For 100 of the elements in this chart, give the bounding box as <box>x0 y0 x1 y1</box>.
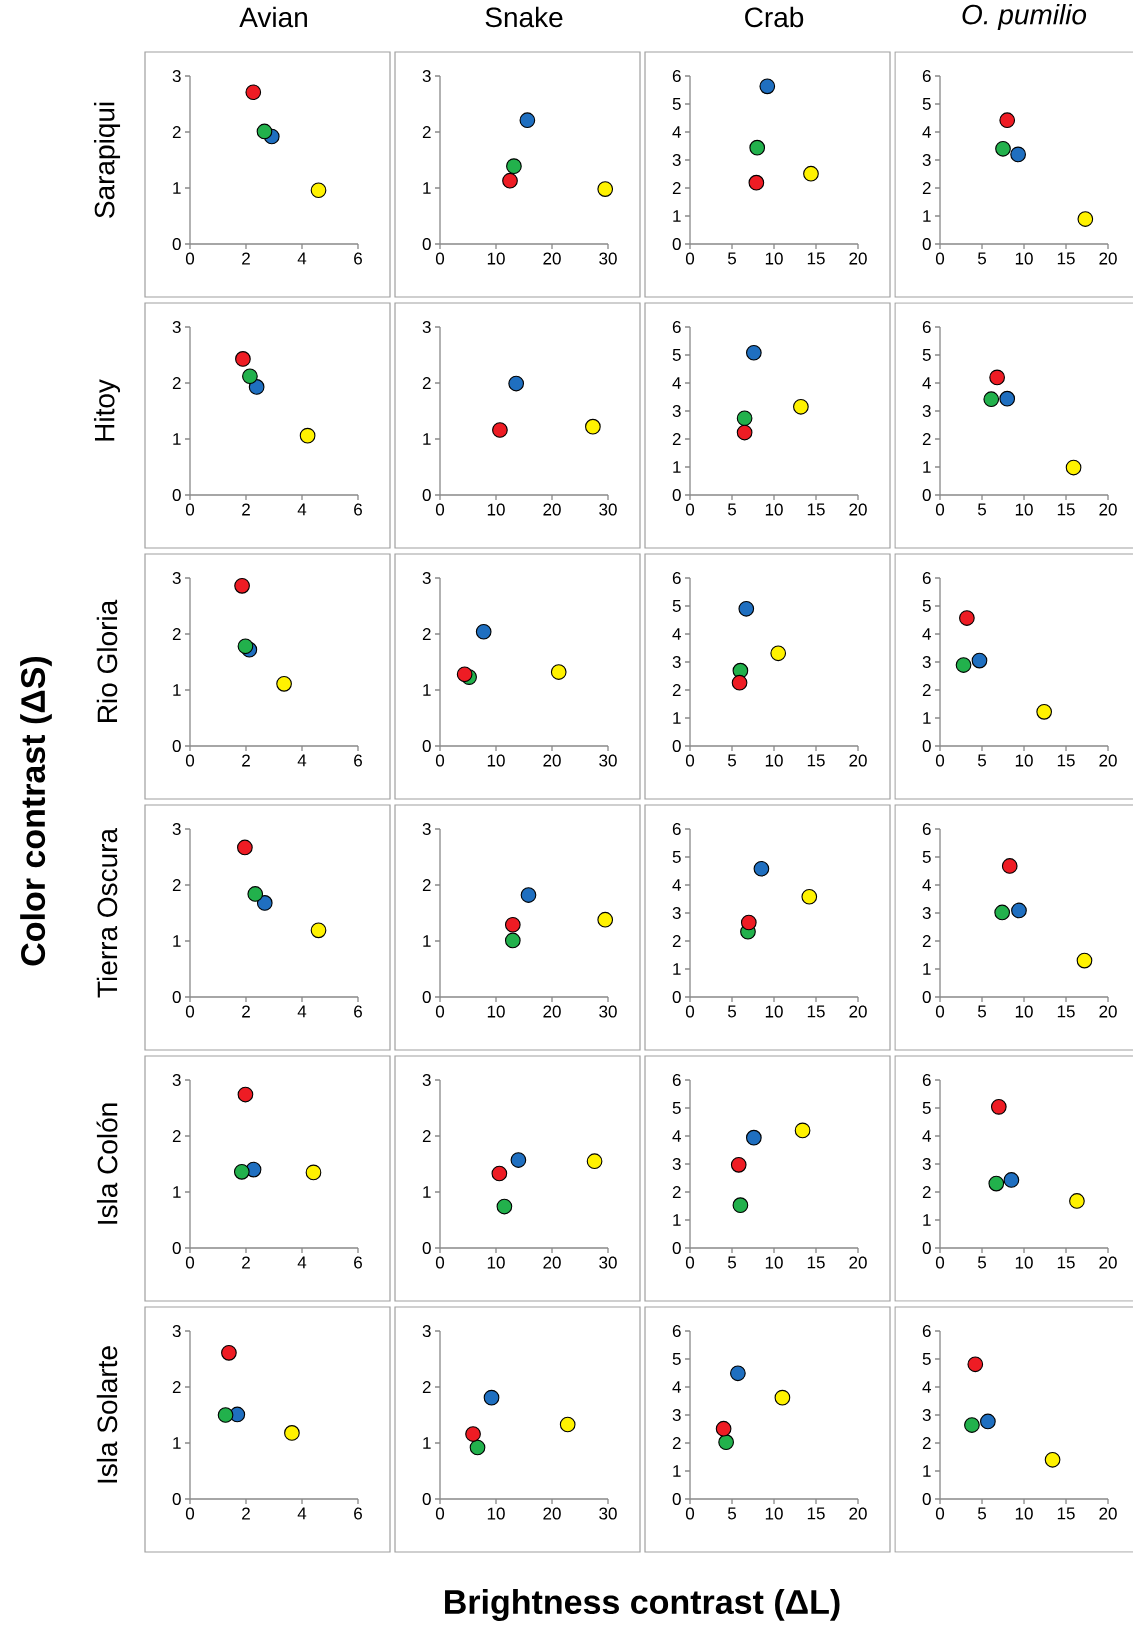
x-tick-label: 4 <box>297 252 307 265</box>
y-tick-label: 2 <box>422 879 431 891</box>
x-tick-label: 5 <box>727 1256 737 1269</box>
y-tick-label: 2 <box>922 433 931 445</box>
y-tick-label: 1 <box>673 1214 681 1226</box>
y-tick-label: 2 <box>422 1130 431 1142</box>
x-tick-label: 5 <box>727 252 737 265</box>
y-axis-title: Isla Colón <box>96 1103 118 1224</box>
x-tick-label: 0 <box>185 1005 195 1018</box>
x-tick-label: 0 <box>685 1507 695 1520</box>
x-tick-label: 2 <box>242 1256 250 1269</box>
x-tick-label: 30 <box>599 754 617 767</box>
point <box>964 1417 980 1433</box>
y-tick-label: 5 <box>672 1102 681 1114</box>
x-tick-label: 10 <box>487 754 505 767</box>
point <box>738 600 755 617</box>
y-tick-label: 3 <box>672 1157 681 1171</box>
x-tick-label: 0 <box>185 1507 195 1520</box>
point <box>1077 211 1094 227</box>
x-tick-label: 20 <box>849 1256 867 1269</box>
point <box>774 1389 791 1406</box>
y-tick-label: 2 <box>922 1437 931 1449</box>
point <box>988 1175 1005 1192</box>
point <box>1036 703 1053 720</box>
x-tick-label: 10 <box>1015 1005 1033 1018</box>
point <box>746 1129 762 1146</box>
x-tick-label: 5 <box>727 503 737 516</box>
point <box>256 123 273 140</box>
point <box>233 1163 250 1180</box>
x-tick-label: 20 <box>849 1507 867 1520</box>
y-tick-label: 3 <box>672 906 681 920</box>
point <box>794 1122 811 1139</box>
x-tick-label: 10 <box>1015 503 1033 516</box>
point <box>740 914 757 931</box>
x-tick-label: 0 <box>685 252 695 265</box>
x-tick-label: 10 <box>487 1005 505 1018</box>
x-tick-label: 20 <box>1099 503 1117 516</box>
y-tick-label: 2 <box>922 1186 931 1198</box>
point <box>597 911 614 928</box>
point <box>519 112 536 129</box>
point <box>1003 1172 1020 1188</box>
y-tick-label: 1 <box>673 712 681 724</box>
x-tick-label: 10 <box>765 754 783 767</box>
point <box>456 666 473 683</box>
x-tick-label: 10 <box>765 503 783 516</box>
point <box>299 427 316 444</box>
y-tick-label: 0 <box>422 488 431 502</box>
y-tick-label: 3 <box>922 153 931 167</box>
y-tick-label: 6 <box>922 571 931 585</box>
y-tick-label: 3 <box>922 1408 931 1422</box>
y-tick-label: 3 <box>172 1073 181 1087</box>
x-tick-label: 20 <box>543 1507 561 1520</box>
y-tick-label: 0 <box>422 990 431 1004</box>
y-tick-label: 0 <box>172 488 181 502</box>
x-tick-label: 15 <box>807 1005 825 1018</box>
point <box>235 351 251 367</box>
x-tick-label: 10 <box>487 1507 505 1520</box>
y-tick-label: 0 <box>922 1492 931 1506</box>
x-tick-label: 20 <box>543 1256 561 1269</box>
y-tick-label: 2 <box>672 433 681 445</box>
point <box>237 638 254 655</box>
point <box>245 84 262 101</box>
point <box>597 181 614 197</box>
y-tick-label: 2 <box>672 1186 681 1198</box>
y-tick-label: 3 <box>422 69 431 83</box>
y-tick-label: 6 <box>672 571 681 585</box>
x-tick-label: 10 <box>1015 252 1033 265</box>
point <box>465 1426 481 1442</box>
point <box>955 657 972 673</box>
point <box>492 422 508 438</box>
x-tick-label: 0 <box>435 1507 445 1520</box>
x-tick-label: 30 <box>599 1507 617 1520</box>
x-tick-label: 0 <box>435 252 445 265</box>
y-tick-label: 3 <box>672 404 681 418</box>
point <box>753 860 770 877</box>
y-tick-label: 3 <box>422 571 431 585</box>
point <box>475 623 492 640</box>
point <box>746 344 762 361</box>
y-tick-label: 0 <box>922 488 931 502</box>
y-tick-label: 1 <box>423 182 431 194</box>
point <box>310 922 327 939</box>
x-tick-label: 4 <box>297 1256 307 1269</box>
point <box>491 1165 508 1182</box>
y-tick-label: 2 <box>172 1381 181 1393</box>
point <box>999 390 1016 407</box>
y-tick-label: 1 <box>923 210 931 222</box>
x-tick-label: 10 <box>487 252 505 265</box>
y-tick-label: 0 <box>172 237 181 251</box>
point <box>310 182 327 199</box>
y-tick-label: 0 <box>922 237 931 251</box>
y-tick-label: 6 <box>672 1073 681 1087</box>
y-tick-label: 6 <box>922 1073 931 1087</box>
y-axis-title: Hitoy <box>93 379 121 441</box>
y-tick-label: 4 <box>922 126 931 138</box>
point <box>718 1434 734 1450</box>
chart-title: Snake <box>485 6 563 28</box>
y-tick-label: 0 <box>672 1492 681 1506</box>
point <box>995 140 1011 157</box>
y-tick-label: 5 <box>922 349 931 361</box>
point <box>736 424 753 441</box>
